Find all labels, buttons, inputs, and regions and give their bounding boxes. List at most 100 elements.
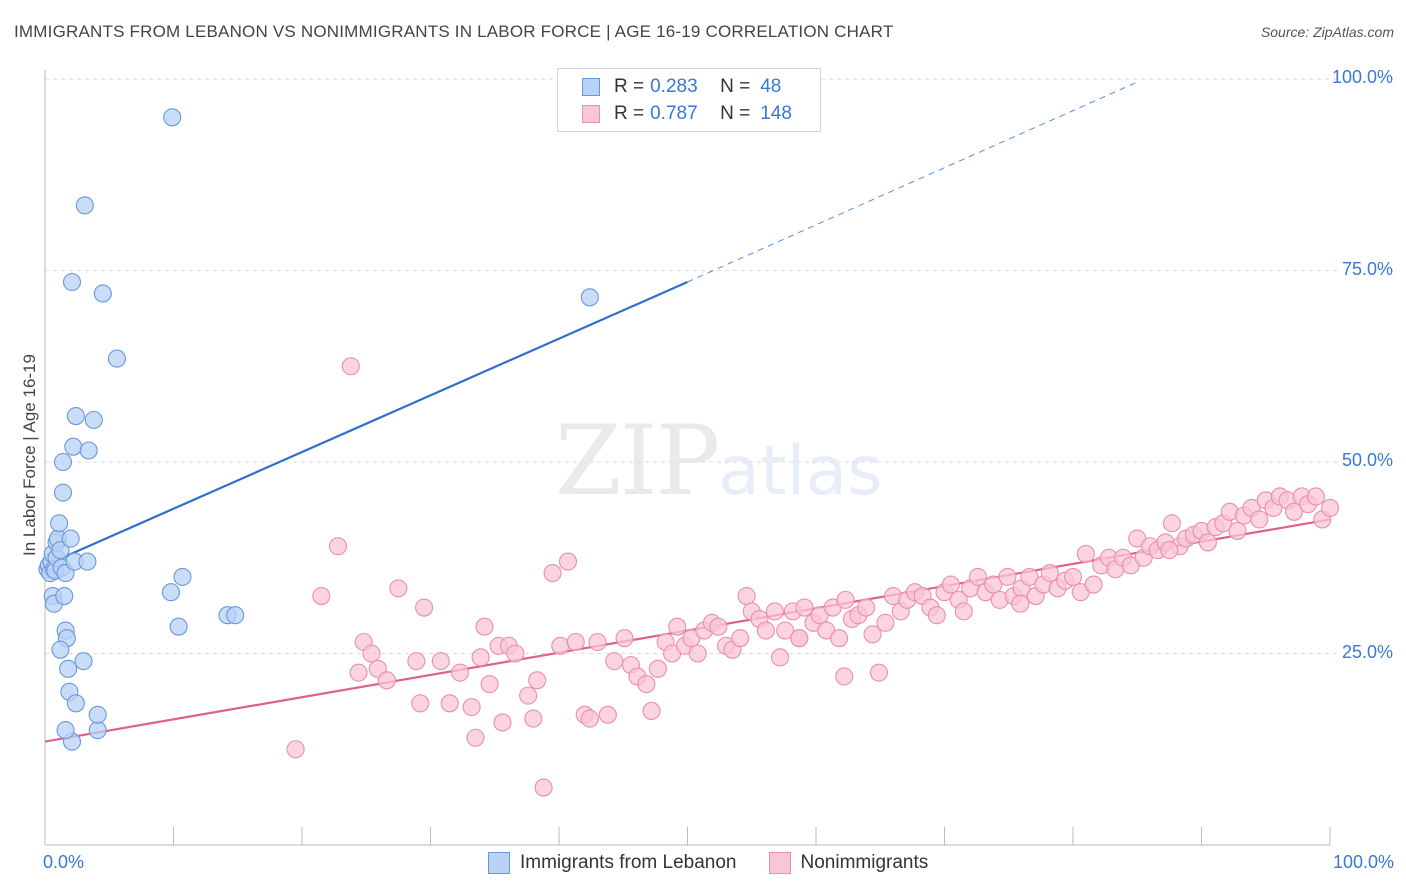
source-label: Source: ZipAtlas.com bbox=[1260, 24, 1394, 40]
nonimmigrant-point bbox=[558, 552, 578, 571]
nonimmigrant-point bbox=[984, 575, 1003, 594]
r-label: R = bbox=[614, 76, 645, 97]
nonimmigrant-point bbox=[836, 590, 855, 609]
nonimmigrant-point bbox=[475, 617, 494, 636]
n-label: N = bbox=[720, 76, 751, 97]
lebanon-point bbox=[161, 583, 180, 602]
lebanon-point bbox=[78, 552, 97, 571]
nonimmigrant-point bbox=[506, 644, 525, 663]
nonimmigrant-point bbox=[551, 636, 570, 655]
lebanon-point bbox=[53, 452, 73, 472]
watermark-atlas: atlas bbox=[718, 432, 883, 511]
lebanon-point bbox=[169, 617, 188, 636]
nonimmigrant-point bbox=[588, 632, 607, 652]
pink-swatch-icon bbox=[582, 105, 600, 123]
nonimmigrant-point bbox=[480, 675, 499, 694]
lebanon-point bbox=[62, 272, 82, 292]
nonimmigrant-point bbox=[1228, 521, 1247, 540]
nonimmigrant-point bbox=[1162, 514, 1181, 533]
nonimmigrant-point bbox=[954, 602, 973, 621]
nonimmigrant-point bbox=[524, 709, 543, 728]
nonimmigrant-point bbox=[863, 625, 882, 644]
nonimmigrant-point bbox=[648, 659, 667, 678]
nonimmigrant-point bbox=[566, 632, 585, 652]
nonimmigrant-point bbox=[328, 537, 348, 556]
nonimmigrant-point bbox=[312, 586, 331, 606]
nonimmigrant-point bbox=[362, 644, 381, 663]
nonimmigrant-point bbox=[790, 629, 809, 648]
lebanon-point bbox=[61, 529, 80, 548]
axes bbox=[44, 70, 1331, 846]
nonimmigrant-point bbox=[534, 778, 553, 797]
lebanon-point bbox=[64, 437, 83, 456]
nonimmigrant-point bbox=[776, 621, 795, 640]
nonimmigrant-point bbox=[286, 740, 305, 759]
lebanon-point bbox=[173, 567, 192, 586]
nonimmigrant-point bbox=[1020, 567, 1039, 586]
nonimmigrant-point bbox=[528, 671, 547, 690]
r-label: R = bbox=[614, 103, 645, 124]
stats-legend: R = 0.283 N = 48 R = 0.787 N = 148 bbox=[557, 68, 821, 132]
nonimmigrant-point bbox=[642, 701, 661, 721]
nonimmigrant-point bbox=[349, 663, 368, 682]
y-tick-label: 75.0% bbox=[1341, 258, 1393, 279]
lebanon-point bbox=[580, 288, 599, 307]
nonimmigrant-point bbox=[765, 602, 784, 621]
lebanon-trend-line bbox=[44, 280, 688, 567]
nonimmigrant-point bbox=[1040, 564, 1059, 583]
series-legend: Immigrants from Lebanon Nonimmigrants bbox=[488, 852, 960, 874]
y-tick-label: 50.0% bbox=[1341, 450, 1393, 470]
nonimmigrant-point bbox=[968, 567, 987, 586]
lebanon-point bbox=[51, 541, 70, 560]
nonimmigrant-point bbox=[1250, 510, 1269, 529]
watermark-zip: ZIP bbox=[555, 405, 720, 517]
lebanon-point bbox=[163, 108, 182, 127]
legend-label: Immigrants from Lebanon bbox=[520, 852, 737, 873]
lebanon-point bbox=[75, 196, 94, 215]
n-value: 48 bbox=[760, 76, 782, 97]
nonimmigrant-point bbox=[941, 575, 960, 594]
nonimmigrant-point bbox=[731, 629, 750, 648]
chart-title: IMMIGRANTS FROM LEBANON VS NONIMMIGRANTS… bbox=[14, 22, 894, 41]
blue-swatch-icon bbox=[488, 852, 510, 874]
nonimmigrant-point bbox=[1063, 567, 1083, 586]
stats-row-nonimmigrants: R = 0.787 N = 148 bbox=[582, 102, 792, 126]
nonimmigrant-point bbox=[466, 728, 485, 747]
nonimmigrant-point bbox=[341, 357, 360, 376]
lebanon-point bbox=[59, 659, 78, 678]
nonimmigrant-point bbox=[605, 652, 624, 671]
x-tick-label: 100.0% bbox=[1332, 852, 1394, 872]
lebanon-point bbox=[84, 410, 103, 429]
x-tick-label: 0.0% bbox=[43, 852, 85, 872]
nonimmigrant-point bbox=[835, 667, 854, 686]
lebanon-point bbox=[53, 483, 73, 502]
legend-item-lebanon: Immigrants from Lebanon bbox=[488, 852, 737, 874]
lebanon-point bbox=[79, 441, 98, 460]
nonimmigrant-point bbox=[431, 652, 450, 671]
nonimmigrant-point bbox=[1320, 498, 1340, 518]
lebanon-point bbox=[55, 586, 74, 606]
y-tick-label: 25.0% bbox=[1341, 641, 1393, 662]
lebanon-trend-extension bbox=[687, 81, 1138, 283]
nonimmigrant-point bbox=[1198, 533, 1217, 552]
lebanon-point bbox=[107, 349, 127, 368]
nonimmigrant-point bbox=[377, 671, 396, 690]
blue-swatch-icon bbox=[582, 78, 600, 96]
nonimmigrant-point bbox=[688, 644, 707, 663]
lebanon-point bbox=[66, 694, 85, 713]
lebanon-point bbox=[93, 284, 112, 303]
lebanon-point bbox=[51, 640, 70, 659]
nonimmigrant-point bbox=[1084, 575, 1103, 594]
nonimmigrant-point bbox=[795, 598, 814, 617]
nonimmigrant-point bbox=[756, 621, 775, 640]
nonimmigrant-point bbox=[1160, 541, 1179, 560]
data-points bbox=[38, 108, 1340, 797]
watermark: ZIPatlas bbox=[555, 405, 883, 517]
nonimmigrant-point bbox=[440, 694, 459, 713]
nonimmigrant-point bbox=[580, 709, 599, 728]
nonimmigrant-point bbox=[615, 629, 634, 648]
r-value: 0.283 bbox=[650, 76, 698, 97]
legend-label: Nonimmigrants bbox=[800, 852, 929, 873]
r-value: 0.787 bbox=[650, 103, 698, 124]
